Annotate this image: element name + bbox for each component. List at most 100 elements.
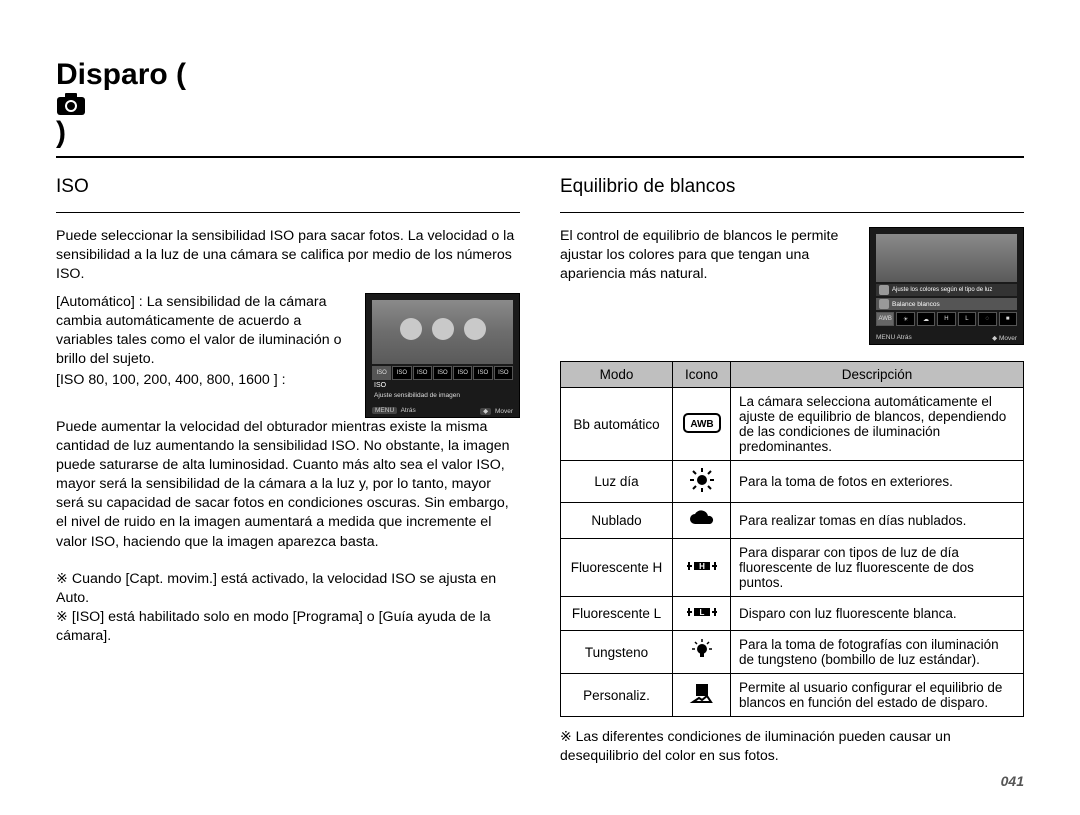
wb-heading: Equilibrio de blancos [560, 176, 1024, 198]
wb-lcd-photo [876, 234, 1017, 282]
wb-opt: ☀ [896, 312, 914, 326]
custom-wb-icon [673, 674, 731, 717]
fluorescent-l-icon: L [673, 597, 731, 631]
wb-lcd-icons: AWB☀☁HL◌■ [876, 312, 1017, 326]
wb-footnote: ※ Las diferentes condiciones de iluminac… [560, 727, 1024, 765]
left-column: ISO Puede seleccionar la sensibilidad IS… [56, 176, 520, 765]
table-row: Personaliz. Permite al usuario configura… [561, 674, 1024, 717]
iso-note-1: ※ Cuando [Capt. movim.] está activado, l… [56, 570, 520, 608]
wb-table-body: Bb automático AWB La cámara selecciona a… [561, 388, 1024, 717]
wb-top-row: El control de equilibrio de blancos le p… [560, 227, 1024, 345]
iso-heading: ISO [56, 176, 520, 198]
wb-opt: ☁ [917, 312, 935, 326]
wb-mode: Personaliz. [561, 674, 673, 717]
lcd-back: Atrás [401, 407, 416, 414]
wb-lcd-line1: Ajuste los colores según el tipo de luz [876, 284, 1017, 296]
wb-intro: El control de equilibrio de blancos le p… [560, 227, 857, 285]
page-title: Disparo ( ) [56, 58, 186, 150]
wb-opt: H [937, 312, 955, 326]
wb-opt: L [958, 312, 976, 326]
table-row: Luz día Para la toma de fotos en exterio… [561, 461, 1024, 503]
iso-intro: Puede seleccionar la sensibilidad ISO pa… [56, 227, 520, 285]
wb-mode: Fluorescente H [561, 539, 673, 597]
wb-th-mode: Modo [561, 362, 673, 388]
lcd-iso-opt: ISO [372, 366, 391, 380]
iso-body-text: Puede aumentar la velocidad del obturado… [56, 418, 520, 552]
wb-opt: AWB [876, 312, 894, 326]
title-close: ) [56, 116, 66, 149]
wb-icon [879, 299, 889, 309]
page-title-row: Disparo ( ) [56, 58, 1024, 158]
lcd-iso-opt: ISO [392, 366, 411, 380]
table-row: Fluorescente L L Disparo con luz fluores… [561, 597, 1024, 631]
lcd-iso-opt: ISO [433, 366, 452, 380]
awb-icon: AWB [673, 388, 731, 461]
lcd-iso-sub: Ajuste sensibilidad de imagen [374, 392, 460, 399]
wb-mode: Tungsteno [561, 631, 673, 674]
iso-lcd-preview: ISO ISO ISO ISO ISO ISO ISO ISO Ajuste s… [365, 293, 520, 418]
wb-mode: Luz día [561, 461, 673, 503]
wb-table: Modo Icono Descripción Bb automático AWB… [560, 361, 1024, 717]
iso-auto-text: [Automático] : La sensibilidad de la cám… [56, 293, 355, 370]
table-row: Fluorescente H H Para disparar con tipos… [561, 539, 1024, 597]
auto-label: [Automático] : [56, 294, 143, 310]
wb-intro-wrap: El control de equilibrio de blancos le p… [560, 227, 857, 345]
wb-opt: ■ [999, 312, 1017, 326]
table-row: Nublado Para realizar tomas en días nubl… [561, 503, 1024, 539]
wb-desc: Permite al usuario configurar el equilib… [731, 674, 1024, 717]
iso-notes: ※ Cuando [Capt. movim.] está activado, l… [56, 570, 520, 647]
title-text: Disparo ( [56, 58, 186, 91]
info-icon [879, 285, 889, 295]
right-column: Equilibrio de blancos El control de equi… [560, 176, 1024, 765]
fluorescent-h-icon: H [673, 539, 731, 597]
cloud-icon [673, 503, 731, 539]
wb-desc: Para la toma de fotografías con iluminac… [731, 631, 1024, 674]
camera-icon [56, 92, 186, 116]
table-row: Tungsteno Para la toma de fotografías co… [561, 631, 1024, 674]
lcd-iso-label: ISO [374, 382, 386, 389]
svg-text:L: L [699, 608, 704, 617]
wb-th-icon: Icono [673, 362, 731, 388]
wb-desc: Para disparar con tipos de luz de día fl… [731, 539, 1024, 597]
wb-desc: La cámara selecciona automáticamente el … [731, 388, 1024, 461]
wb-mode: Nublado [561, 503, 673, 539]
bulb-icon [673, 631, 731, 674]
svg-text:AWB: AWB [690, 419, 713, 430]
content-columns: ISO Puede seleccionar la sensibilidad IS… [56, 176, 1024, 765]
lcd-iso-options: ISO ISO ISO ISO ISO ISO ISO [372, 366, 513, 380]
sun-icon [673, 461, 731, 503]
iso-top-row: [Automático] : La sensibilidad de la cám… [56, 293, 520, 418]
iso-note-2: ※ [ISO] está habilitado solo en modo [Pr… [56, 608, 520, 646]
wb-lcd-l2-text: Balance blancos [892, 301, 940, 308]
lcd-move: Mover [495, 408, 513, 415]
wb-desc: Para la toma de fotos en exteriores. [731, 461, 1024, 503]
iso-list-label: [ISO 80, 100, 200, 400, 800, 1600 ] : [56, 371, 355, 390]
wb-lcd-move: Mover [999, 335, 1017, 342]
svg-text:H: H [699, 562, 705, 571]
wb-lcd-menu-btn: MENU [876, 334, 895, 341]
iso-auto-block: [Automático] : La sensibilidad de la cám… [56, 293, 355, 418]
iso-body: [Automático] : La sensibilidad de la cám… [56, 293, 520, 552]
lcd-iso-opt: ISO [453, 366, 472, 380]
page-number: 041 [1001, 773, 1024, 789]
lcd-iso-opt: ISO [413, 366, 432, 380]
wb-lcd-preview: Ajuste los colores según el tipo de luz … [869, 227, 1024, 345]
wb-lcd-back: Atrás [897, 334, 912, 341]
iso-heading-wrap: ISO [56, 176, 520, 213]
lcd-iso-opt: ISO [473, 366, 492, 380]
wb-lcd-l1-text: Ajuste los colores según el tipo de luz [892, 287, 992, 293]
wb-lcd-nav-icon: ◆ [992, 335, 997, 342]
lcd-bottom-bar: MENU Atrás ◆ Mover [372, 407, 513, 415]
lcd-people [380, 312, 505, 356]
wb-desc: Para realizar tomas en días nublados. [731, 503, 1024, 539]
wb-mode: Bb automático [561, 388, 673, 461]
wb-table-head-row: Modo Icono Descripción [561, 362, 1024, 388]
wb-heading-wrap: Equilibrio de blancos [560, 176, 1024, 213]
manual-page: Disparo ( ) ISO Puede seleccionar la sen… [0, 0, 1080, 815]
wb-lcd-bottom: MENU Atrás ◆ Mover [876, 334, 1017, 342]
lcd-menu-btn: MENU [372, 407, 397, 414]
wb-mode: Fluorescente L [561, 597, 673, 631]
wb-lcd-line2: Balance blancos [876, 298, 1017, 310]
wb-th-desc: Descripción [731, 362, 1024, 388]
lcd-iso-opt: ISO [494, 366, 513, 380]
